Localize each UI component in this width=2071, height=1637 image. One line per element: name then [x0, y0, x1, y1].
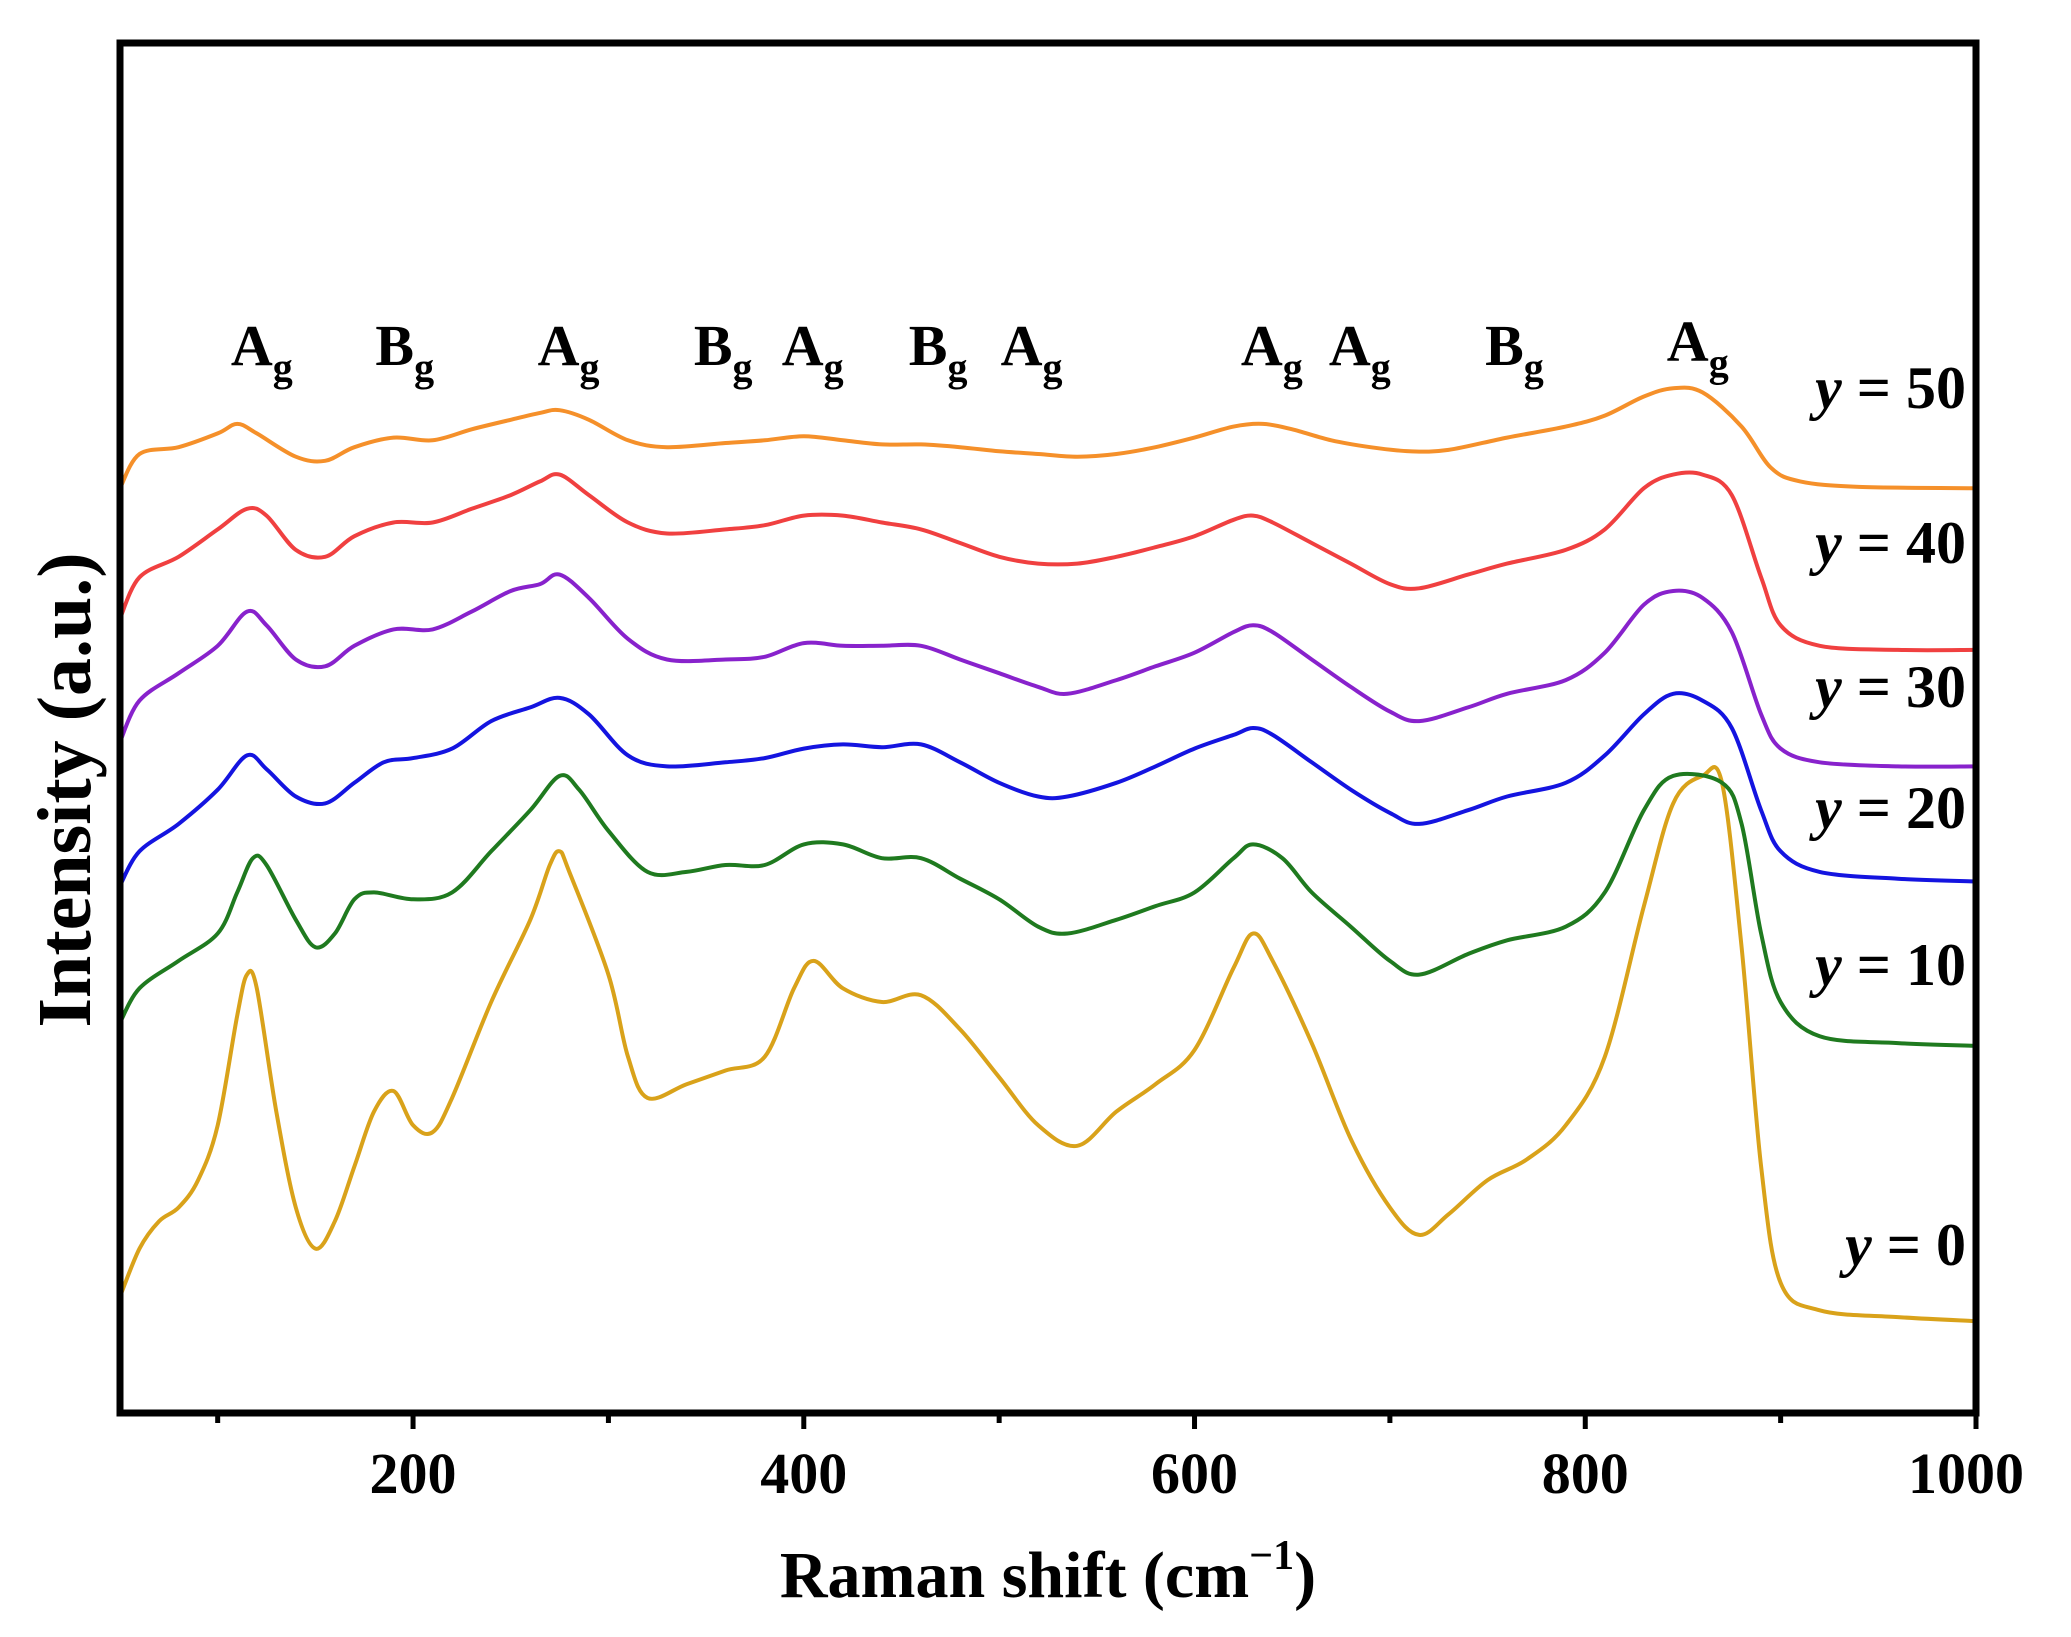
mode-label: Ag	[1329, 313, 1391, 390]
mode-label: Ag	[1667, 308, 1729, 385]
series-layer	[118, 385, 1977, 1324]
x-tick-label: 800	[1542, 1441, 1629, 1506]
mode-annotations: Ag Bg Ag Bg Ag Bg Ag Ag Ag Bg Ag	[231, 308, 1729, 390]
series-label: y = 30	[1809, 654, 1966, 720]
series-label: y = 50	[1809, 355, 1966, 421]
mode-label: Bg	[909, 313, 968, 390]
mode-label: Ag	[538, 313, 600, 390]
series-label: y = 0	[1839, 1212, 1966, 1278]
x-tick-label: 1000	[1908, 1441, 2024, 1506]
x-axis-title: Raman shift (cm−1)	[780, 1533, 1316, 1612]
mode-label: Bg	[694, 313, 753, 390]
series-line-50	[118, 385, 1977, 491]
series-line-10	[118, 771, 1977, 1048]
x-axis-ticks: 200 400 600 800 1000	[215, 1413, 2024, 1506]
y-axis-title: Intensity (a.u.)	[23, 552, 107, 1027]
series-line-0	[118, 765, 1977, 1324]
mode-label: Bg	[1485, 313, 1544, 390]
mode-label: Ag	[1241, 313, 1303, 390]
x-axis-title-superscript: −1	[1249, 1533, 1294, 1579]
x-tick-label: 600	[1151, 1441, 1238, 1506]
mode-label: Ag	[231, 313, 293, 390]
mode-label: Ag	[1001, 313, 1063, 390]
series-label: y = 40	[1809, 510, 1966, 576]
x-tick-label: 200	[370, 1441, 457, 1506]
series-line-40	[118, 470, 1977, 653]
series-label: y = 20	[1809, 775, 1966, 841]
x-tick-label: 400	[760, 1441, 847, 1506]
mode-label: Bg	[375, 313, 434, 390]
plot-frame	[116, 39, 1980, 1417]
series-labels: y = 0 y = 10 y = 20 y = 30 y = 40 y = 50	[1809, 355, 1966, 1278]
series-line-30	[118, 572, 1977, 769]
series-label: y = 10	[1809, 932, 1966, 998]
series-line-20	[118, 691, 1977, 887]
mode-label: Ag	[782, 313, 844, 390]
